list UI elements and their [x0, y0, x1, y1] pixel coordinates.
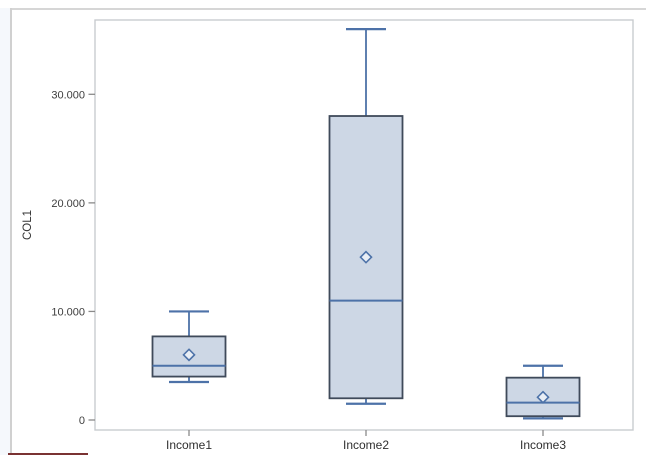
panel-left-border — [10, 8, 12, 455]
y-tick-label: 0 — [79, 415, 85, 427]
category-label-income2: Income2 — [343, 438, 389, 452]
y-axis-title: COL1 — [22, 210, 34, 240]
mean-diamond-marker-income1 — [182, 348, 196, 362]
y-tick-label: 10.000 — [51, 306, 85, 318]
mean-diamond-marker-income2 — [359, 250, 373, 264]
category-label-income3: Income3 — [520, 438, 566, 452]
y-tick-label: 30.000 — [51, 89, 85, 101]
category-label-income1: Income1 — [166, 438, 212, 452]
panel-bottom-accent — [8, 453, 88, 455]
panel-left-strip — [0, 8, 10, 455]
panel-top-border — [10, 8, 646, 10]
y-tick-label: 20.000 — [51, 198, 85, 210]
mean-diamond-marker-income3 — [536, 390, 550, 404]
